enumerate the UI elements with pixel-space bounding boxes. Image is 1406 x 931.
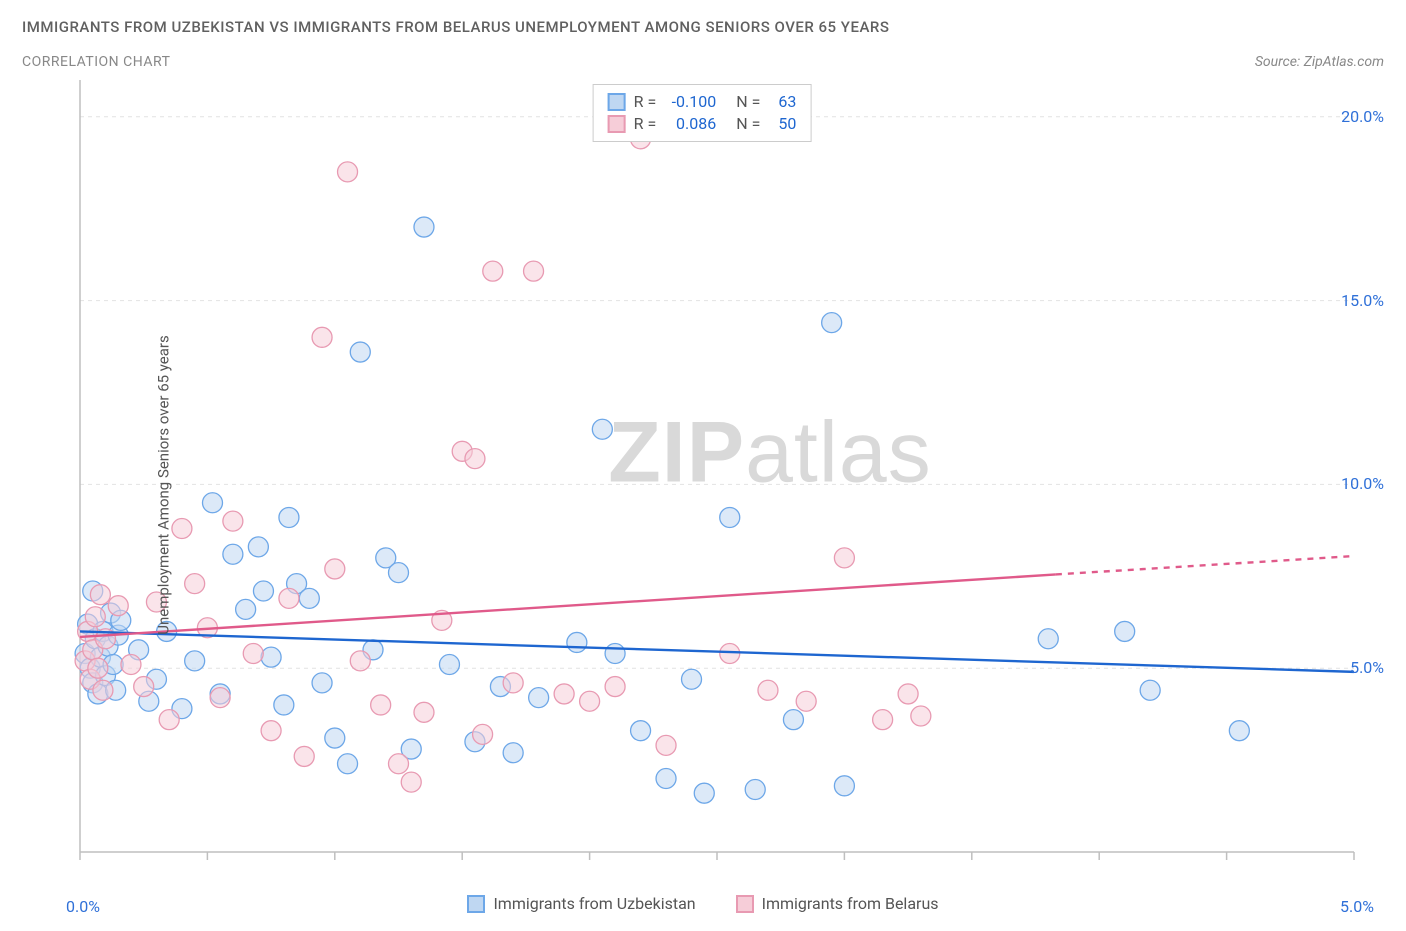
source-credit: Source: ZipAtlas.com — [1255, 54, 1384, 70]
y-tick-label: 20.0% — [1341, 107, 1384, 126]
legend-stats-box: R = -0.100 N = 63 R = 0.086 N = 50 — [593, 84, 812, 142]
legend-label: Immigrants from Belarus — [762, 894, 939, 913]
legend-swatch — [608, 115, 626, 133]
legend-label: Immigrants from Uzbekistan — [493, 894, 695, 913]
subheader-row: CORRELATION CHART Source: ZipAtlas.com — [22, 54, 1384, 70]
legend-r-value: 0.086 — [664, 113, 716, 135]
y-tick-label: 5.0% — [1350, 658, 1384, 677]
page-title: IMMIGRANTS FROM UZBEKISTAN VS IMMIGRANTS… — [22, 18, 1384, 36]
legend-bottom: Immigrants from Uzbekistan Immigrants fr… — [22, 894, 1384, 913]
legend-r-value: -0.100 — [664, 91, 716, 113]
chart-container: Unemployment Among Seniors over 65 years… — [22, 80, 1382, 890]
y-tick-label: 15.0% — [1341, 291, 1384, 310]
y-tick-label: 10.0% — [1341, 474, 1384, 493]
legend-item: Immigrants from Belarus — [736, 894, 939, 913]
legend-r-label: R = — [634, 91, 657, 113]
legend-item: Immigrants from Uzbekistan — [467, 894, 695, 913]
legend-swatch — [608, 93, 626, 111]
legend-swatch — [467, 895, 485, 913]
scatter-chart-svg — [22, 80, 1382, 890]
y-axis-label: Unemployment Among Seniors over 65 years — [155, 335, 173, 634]
legend-r-label: R = — [634, 113, 657, 135]
legend-stat-row: R = -0.100 N = 63 — [608, 91, 797, 113]
legend-n-label: N = — [736, 91, 760, 113]
legend-n-value: 50 — [768, 113, 796, 135]
legend-stat-row: R = 0.086 N = 50 — [608, 113, 797, 135]
legend-n-label: N = — [736, 113, 760, 135]
subtitle: CORRELATION CHART — [22, 54, 170, 70]
x-tick-label: 0.0% — [66, 897, 100, 916]
legend-swatch — [736, 895, 754, 913]
x-tick-label: 5.0% — [1340, 897, 1374, 916]
legend-n-value: 63 — [768, 91, 796, 113]
